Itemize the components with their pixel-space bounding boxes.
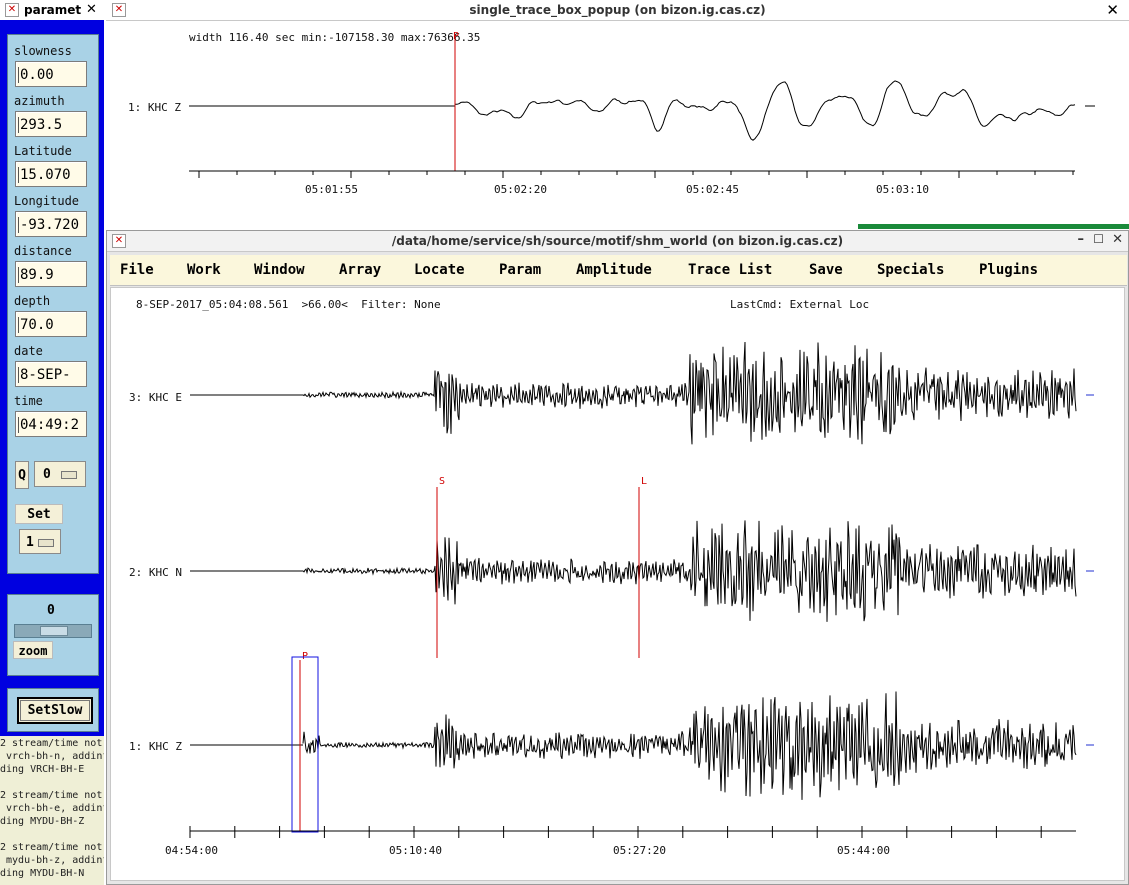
- q-value: 0: [43, 467, 51, 482]
- trace-waveform: [302, 691, 1077, 800]
- pick-l-label: L: [641, 476, 648, 487]
- slowness-field[interactable]: 0.00: [15, 61, 87, 87]
- popup-axis-ticks: [198, 171, 1074, 178]
- menu-specials[interactable]: Specials: [877, 262, 945, 278]
- popup-pick-p-label: P: [453, 31, 460, 42]
- status-right: LastCmd: External Loc: [730, 298, 870, 311]
- close-icon[interactable]: ✕: [112, 3, 126, 17]
- seismic-traces: [190, 341, 1077, 800]
- trace-label-n: 2: KHC N: [129, 566, 182, 579]
- main-tick-label: 05:44:00: [837, 844, 890, 857]
- depth-label: depth: [14, 294, 51, 308]
- popup-selection-box[interactable]: [291, 656, 319, 833]
- distance-field[interactable]: 89.9: [15, 261, 87, 287]
- menu-trace-list[interactable]: Trace List: [688, 262, 773, 278]
- azimuth-field[interactable]: 293.5: [15, 111, 87, 137]
- slowness-label: slowness: [14, 44, 72, 58]
- main-title: /data/home/service/sh/source/motif/shm_w…: [391, 234, 844, 248]
- main-axis-ticks: [189, 826, 1042, 838]
- status-left: 8-SEP-2017_05:04:08.561 >66.00< Filter: …: [136, 298, 441, 311]
- close-icon[interactable]: ✕: [1112, 232, 1123, 247]
- log-output: 2 stream/time not vrch-bh-n, addinf ding…: [0, 737, 104, 885]
- time-field[interactable]: 04:49:2: [15, 411, 87, 437]
- pick-s-label: S: [439, 476, 446, 487]
- distance-label: distance: [14, 244, 72, 258]
- popup-plot-area: width 116.40 sec min:-107158.30 max:7636…: [106, 21, 1129, 229]
- popup-tick-label: 05:02:20: [494, 183, 547, 196]
- main-tick-label: 04:54:00: [165, 844, 218, 857]
- set-value: 1: [26, 535, 34, 550]
- time-label: time: [14, 394, 43, 408]
- longitude-field[interactable]: -93.720: [15, 211, 87, 237]
- menu-plugins[interactable]: Plugins: [979, 262, 1039, 278]
- trace-waveform: [302, 341, 1077, 445]
- parameters-window: ✕ paramet ✕ slowness 0.00 azimuth 293.5 …: [0, 0, 104, 885]
- popup-tick-label: 05:01:55: [305, 183, 358, 196]
- close-icon[interactable]: ✕: [1106, 1, 1119, 19]
- main-tick-label: 05:27:20: [613, 844, 666, 857]
- trace-label-z: 1: KHC Z: [129, 740, 182, 753]
- maximize-icon[interactable]: ☐: [1093, 232, 1104, 246]
- menu-amplitude[interactable]: Amplitude: [576, 262, 652, 278]
- menu-array[interactable]: Array: [339, 262, 382, 278]
- date-field[interactable]: 8-SEP-: [15, 361, 87, 387]
- popup-title-bar[interactable]: ✕ single_trace_box_popup (on bizon.ig.ca…: [106, 0, 1129, 21]
- popup-trace-waveform: [455, 80, 1076, 141]
- popup-info: width 116.40 sec min:-107158.30 max:7636…: [189, 31, 481, 44]
- azimuth-label: azimuth: [14, 94, 65, 108]
- minimize-icon[interactable]: –: [1077, 232, 1085, 247]
- date-label: date: [14, 344, 43, 358]
- menu-file[interactable]: File: [120, 262, 154, 278]
- background-window-strip: [858, 224, 1129, 229]
- longitude-label: Longitude: [14, 194, 80, 208]
- menu-save[interactable]: Save: [809, 262, 843, 278]
- zoom-slider[interactable]: [14, 624, 92, 638]
- popup-tick-label: 05:02:45: [686, 183, 739, 196]
- depth-field[interactable]: 70.0: [15, 311, 87, 337]
- main-menu-bar: File Work Window Array Locate Param Ampl…: [110, 255, 1127, 286]
- popup-tick-label: 05:03:10: [876, 183, 929, 196]
- set-button[interactable]: Set: [15, 504, 63, 524]
- option-menu-icon: [38, 539, 54, 547]
- parameters-title: paramet: [24, 3, 82, 17]
- main-tick-label: 05:10:40: [389, 844, 442, 857]
- trace-waveform: [302, 520, 1077, 622]
- latitude-label: Latitude: [14, 144, 72, 158]
- set-option-menu[interactable]: 1: [19, 529, 61, 554]
- close-icon[interactable]: ✕: [5, 3, 19, 17]
- option-menu-icon: [61, 471, 77, 479]
- setslow-button[interactable]: SetSlow: [17, 697, 93, 724]
- popup-trace-label: 1: KHC Z: [128, 101, 181, 114]
- close-icon[interactable]: ✕: [112, 234, 126, 248]
- parameters-title-bar[interactable]: ✕ paramet ✕: [0, 0, 104, 21]
- close-icon[interactable]: ✕: [86, 2, 97, 17]
- menu-work[interactable]: Work: [187, 262, 221, 278]
- zoom-value: 0: [47, 603, 55, 618]
- zoom-slider-thumb[interactable]: [40, 626, 68, 636]
- menu-param[interactable]: Param: [499, 262, 542, 278]
- trace-label-e: 3: KHC E: [129, 391, 182, 404]
- main-title-bar[interactable]: ✕ /data/home/service/sh/source/motif/shm…: [107, 231, 1128, 252]
- zoom-label: zoom: [13, 641, 53, 659]
- popup-trace-svg: [189, 36, 1095, 178]
- popup-title: single_trace_box_popup (on bizon.ig.cas.…: [469, 3, 766, 17]
- latitude-field[interactable]: 15.070: [15, 161, 87, 187]
- menu-locate[interactable]: Locate: [414, 262, 465, 278]
- menu-window[interactable]: Window: [254, 262, 305, 278]
- q-label: Q: [15, 461, 29, 489]
- q-option-menu[interactable]: 0: [34, 461, 86, 487]
